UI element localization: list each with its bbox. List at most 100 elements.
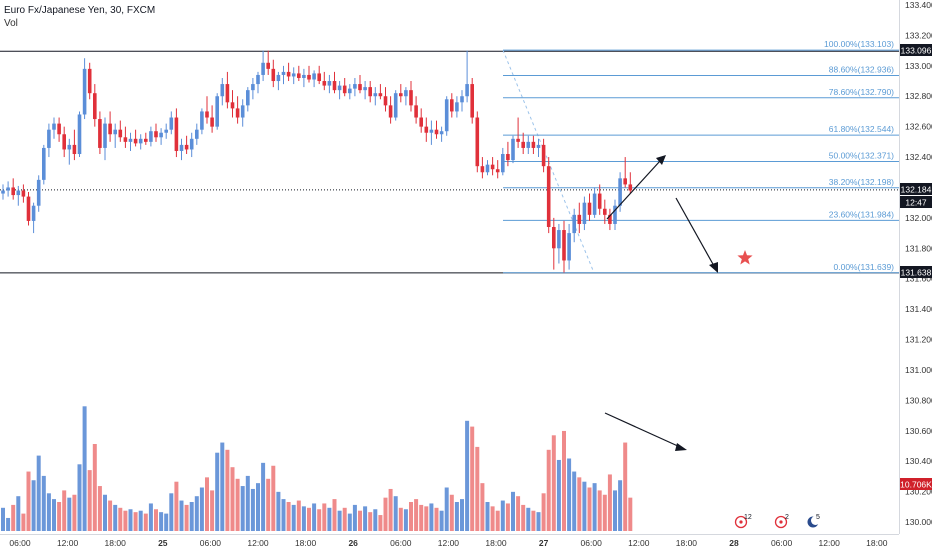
- volume-bar: [628, 497, 633, 531]
- volume-bar: [184, 504, 189, 531]
- time-tick-label: 18:00: [105, 538, 127, 548]
- candle-body: [485, 164, 490, 173]
- candle-body: [541, 144, 546, 167]
- candle-body: [419, 117, 423, 127]
- volume-bar: [546, 449, 551, 531]
- volume-bar: [618, 480, 623, 531]
- candle-body: [623, 178, 627, 185]
- volume-bar: [352, 504, 357, 531]
- volume-bar: [174, 481, 179, 531]
- candle-body: [261, 62, 265, 75]
- price-tick-label: 130.800: [905, 395, 932, 405]
- annotations[interactable]: [604, 155, 753, 451]
- candle-body: [189, 138, 194, 150]
- volume-bar: [414, 499, 419, 531]
- price-tick-label: 130.000: [905, 517, 932, 527]
- volume-bar: [475, 446, 480, 531]
- time-tick-label: 18:00: [295, 538, 317, 548]
- volume-bar: [11, 504, 16, 531]
- candle-body: [286, 71, 291, 77]
- price-tick-label: 133.400: [905, 0, 932, 10]
- volume-bar: [286, 502, 291, 531]
- candle-body: [57, 123, 61, 135]
- volume-tag: 10.706K: [900, 480, 932, 490]
- candle-body: [276, 74, 281, 82]
- candle-body: [128, 138, 133, 142]
- volume-bar: [154, 509, 158, 531]
- volume-bar: [393, 496, 398, 531]
- price-tick-label: 132.000: [905, 213, 932, 223]
- time-tick-label: 27: [539, 538, 549, 548]
- volume-bar: [16, 496, 21, 531]
- time-tick-label: 06:00: [200, 538, 222, 548]
- candle-body: [98, 119, 102, 148]
- arrow-up-head: [656, 155, 666, 165]
- event-clock-icon[interactable]: 2: [774, 514, 790, 529]
- volume-bar: [312, 503, 317, 531]
- volume-bar: [210, 490, 215, 531]
- candle-body: [501, 154, 505, 173]
- candle-body: [164, 129, 168, 133]
- volume-bar: [368, 512, 373, 531]
- candle-body: [363, 87, 367, 91]
- candle-body: [215, 96, 219, 127]
- volume-bar: [317, 509, 322, 531]
- event-moon-icon[interactable]: 5: [807, 514, 821, 528]
- arrow-down-shaft[interactable]: [675, 197, 715, 267]
- volume-bar: [342, 507, 347, 531]
- time-tick-label: 06:00: [9, 538, 31, 548]
- volume-divergence-arrow[interactable]: [604, 412, 681, 448]
- fib-level-label: 100.00%(133.103): [824, 39, 894, 49]
- fib-level-label: 0.00%(131.639): [834, 262, 895, 272]
- volume-indicator-label[interactable]: Vol: [4, 18, 18, 29]
- volume-bar: [322, 503, 327, 531]
- volume-bar: [556, 459, 561, 531]
- candle-body: [409, 90, 413, 106]
- time-tick-label: 06:00: [581, 538, 603, 548]
- volume-bar: [245, 475, 250, 531]
- candle-body: [531, 141, 536, 148]
- candle-body: [281, 71, 286, 75]
- volume-bar: [1, 507, 5, 531]
- candle-body: [618, 178, 622, 206]
- candle-body: [251, 84, 255, 91]
- volume-bar: [261, 462, 266, 531]
- arrow-up-shaft[interactable]: [606, 160, 661, 220]
- volume-bar: [21, 513, 26, 531]
- volume-bar: [189, 502, 194, 531]
- volume-bar: [148, 503, 153, 531]
- volume-bar: [460, 499, 464, 531]
- time-axis[interactable]: 06:00 12:00 18:00 25 06:00 12:00 18:00 26 06:00 1…: [9, 538, 887, 548]
- candle-body: [444, 99, 449, 132]
- candle-body: [118, 129, 123, 138]
- volume-bar: [118, 507, 123, 531]
- candle-body: [495, 169, 500, 173]
- volume-bar: [623, 442, 628, 531]
- candle-body: [603, 208, 607, 215]
- volume-bar: [240, 486, 245, 531]
- time-tick-label: 26: [348, 538, 358, 548]
- candle-body: [368, 87, 372, 97]
- high-line-tag: 133.096: [901, 46, 932, 56]
- symbol-title[interactable]: Euro Fx/Japanese Yen, 30, FXCM: [4, 5, 156, 16]
- event-count: 5: [816, 514, 820, 521]
- candle-body: [67, 144, 72, 150]
- volume-bar: [505, 503, 510, 531]
- candle-body: [144, 138, 148, 142]
- price-tick-label: 132.400: [905, 152, 932, 162]
- fibonacci-retracement[interactable]: 100.00%(133.103) 88.60%(132.936) 78.60%(13…: [502, 39, 899, 274]
- time-tick-label: 12:00: [57, 538, 79, 548]
- star-icon[interactable]: [737, 250, 753, 265]
- candle-body: [388, 105, 393, 118]
- low-line-tag: 131.638: [901, 268, 932, 278]
- time-tick-label: 12:00: [438, 538, 460, 548]
- event-clock-icon[interactable]: 12: [734, 514, 752, 529]
- volume-bar: [57, 502, 62, 531]
- event-markers[interactable]: 12 2 5: [734, 514, 821, 529]
- candle-body: [47, 129, 51, 148]
- candle-body: [302, 74, 306, 78]
- candle-body: [460, 96, 464, 103]
- axis-tags[interactable]: 133.096 132.184 12:47 131.638 10.706K: [900, 44, 932, 490]
- candle-body: [103, 123, 107, 148]
